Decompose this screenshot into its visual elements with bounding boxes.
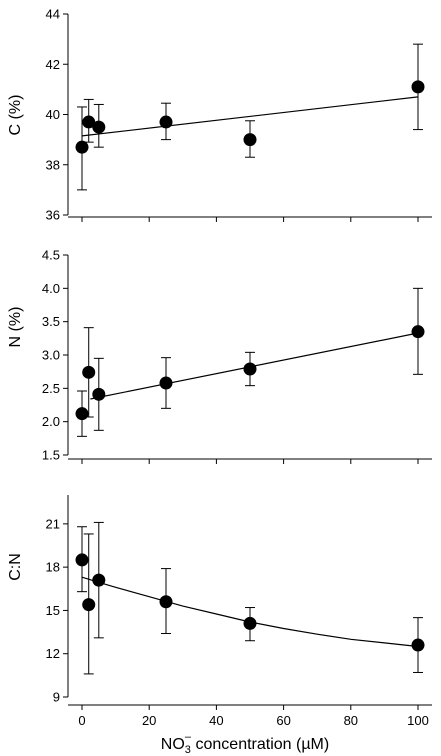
data-point <box>243 362 257 376</box>
y-axis-label: C:N <box>7 553 24 581</box>
y-axis-label: N (%) <box>7 307 24 348</box>
panel-N-1: 1.5 2.0 2.5 3.0 3.5 4.0 4.5 N (%) <box>7 248 432 464</box>
y-tick-label: 3.5 <box>42 314 60 329</box>
panels: 36 38 40 42 44 C (%) 1.5 2.0 2.5 3.0 3.5 4.0 4.5 N (%… <box>7 7 432 728</box>
x-axis-label-rest: concentration (µM) <box>191 736 329 753</box>
data-point <box>82 365 96 379</box>
data-point <box>82 115 96 129</box>
x-axis-label-sup: – <box>185 731 192 743</box>
data-point <box>243 616 257 630</box>
data-point <box>82 598 96 612</box>
fit-line <box>81 96 419 137</box>
data-point <box>92 120 106 134</box>
data-point <box>75 553 89 567</box>
y-tick-label: 2.5 <box>42 381 60 396</box>
data-point <box>243 133 257 147</box>
y-tick-label: 38 <box>46 157 60 172</box>
y-tick-label: 42 <box>46 57 60 72</box>
panel-CN-2: 9 12 15 18 21 0 20 40 60 80 100 C:N <box>7 495 432 728</box>
x-axis-label-base: NO <box>161 736 185 753</box>
panel-C-0: 36 38 40 42 44 C (%) <box>7 7 432 223</box>
data-point <box>159 376 173 390</box>
y-tick-label: 40 <box>46 107 60 122</box>
y-tick-label: 9 <box>53 690 60 705</box>
x-tick-label: 0 <box>78 713 85 728</box>
data-point <box>159 595 173 609</box>
y-tick-label: 3.0 <box>42 348 60 363</box>
data-point <box>75 140 89 154</box>
data-point <box>411 80 425 94</box>
x-tick-label: 80 <box>344 713 358 728</box>
y-tick-label: 2.0 <box>42 414 60 429</box>
data-point <box>92 387 106 401</box>
y-tick-label: 18 <box>46 560 60 575</box>
y-tick-label: 1.5 <box>42 448 60 463</box>
data-point <box>411 325 425 339</box>
data-point <box>159 115 173 129</box>
y-tick-label: 21 <box>46 516 60 531</box>
y-tick-label: 4.5 <box>42 248 60 263</box>
data-point <box>92 573 106 587</box>
x-tick-label: 40 <box>209 713 223 728</box>
y-axis-label: C (%) <box>7 95 24 136</box>
x-axis-label-sub: 3 <box>185 744 191 756</box>
x-tick-label: 60 <box>276 713 290 728</box>
data-point <box>75 407 89 421</box>
fit-line <box>81 576 419 648</box>
y-tick-label: 4.0 <box>42 281 60 296</box>
data-point <box>411 638 425 652</box>
y-tick-label: 12 <box>46 646 60 661</box>
y-tick-label: 36 <box>46 208 60 223</box>
y-tick-label: 15 <box>46 603 60 618</box>
x-tick-label: 20 <box>142 713 156 728</box>
y-tick-label: 44 <box>46 7 60 22</box>
x-tick-label: 100 <box>407 713 429 728</box>
x-axis-label: NO3– concentration (µM) <box>161 731 329 756</box>
